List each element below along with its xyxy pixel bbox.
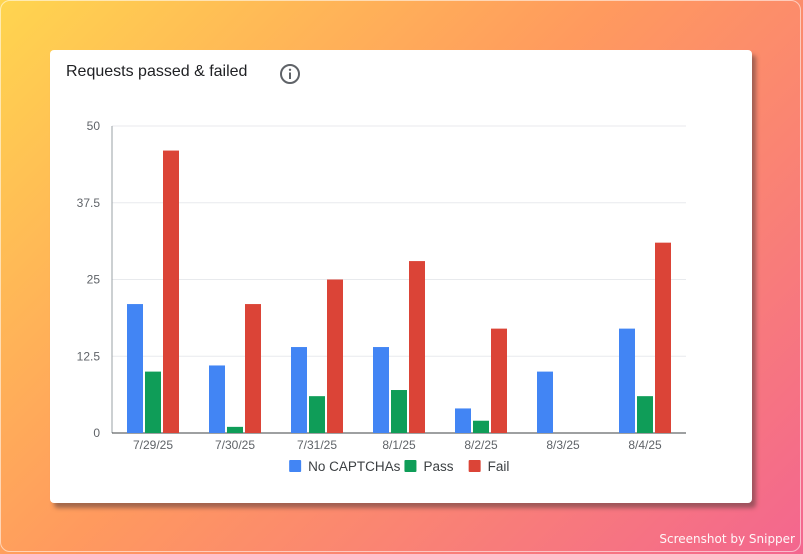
- bar-fail-4: [491, 328, 507, 433]
- chart-card: Requests passed & failed 0 12.5 25 37.5 50 7/…: [50, 50, 752, 503]
- bar-fail-3: [409, 261, 425, 433]
- bar-no-captchas-3: [373, 347, 389, 433]
- bar-pass-0: [145, 371, 161, 433]
- legend-label-no-captchas: No CAPTCHAs: [308, 459, 401, 474]
- bar-chart: 0 12.5 25 37.5 50 7/29/25 7/30/25 7/31/25 8/1/25…: [77, 119, 686, 474]
- info-icon[interactable]: [279, 63, 301, 85]
- bar-pass-4: [473, 420, 489, 433]
- bar-fail-1: [245, 304, 261, 433]
- x-tick-label: 8/1/25: [382, 438, 416, 452]
- bar-fail-2: [327, 279, 343, 433]
- bar-no-captchas-1: [209, 365, 225, 433]
- y-tick-label: 37.5: [77, 196, 101, 210]
- bar-no-captchas-2: [291, 347, 307, 433]
- x-tick-label: 7/31/25: [297, 438, 337, 452]
- legend-swatch-no-captchas: [289, 460, 302, 472]
- legend-label-fail: Fail: [488, 459, 510, 474]
- bar-no-captchas-4: [455, 408, 471, 433]
- x-tick-label: 8/4/25: [628, 438, 662, 452]
- x-tick-label: 7/30/25: [215, 438, 255, 452]
- watermark: Screenshot by Snipper: [659, 532, 795, 546]
- bar-pass-6: [637, 396, 653, 433]
- y-tick-label: 25: [87, 273, 101, 287]
- bar-no-captchas-0: [127, 304, 143, 433]
- legend-label-pass: Pass: [423, 459, 453, 474]
- x-tick-label: 8/3/25: [546, 438, 580, 452]
- y-tick-label: 0: [93, 426, 100, 440]
- bar-pass-3: [391, 390, 407, 433]
- legend-swatch-fail: [468, 460, 481, 472]
- y-tick-label: 12.5: [77, 349, 101, 363]
- legend-swatch-pass: [404, 460, 417, 472]
- y-tick-label: 50: [87, 119, 101, 133]
- bar-no-captchas-6: [619, 328, 635, 433]
- bar-fail-0: [163, 150, 179, 433]
- x-tick-label: 7/29/25: [133, 438, 173, 452]
- bar-fail-6: [655, 242, 671, 433]
- card-title: Requests passed & failed: [66, 63, 248, 80]
- bar-pass-2: [309, 396, 325, 433]
- bar-pass-1: [227, 426, 243, 433]
- bar-no-captchas-5: [537, 371, 553, 433]
- x-tick-label: 8/2/25: [464, 438, 498, 452]
